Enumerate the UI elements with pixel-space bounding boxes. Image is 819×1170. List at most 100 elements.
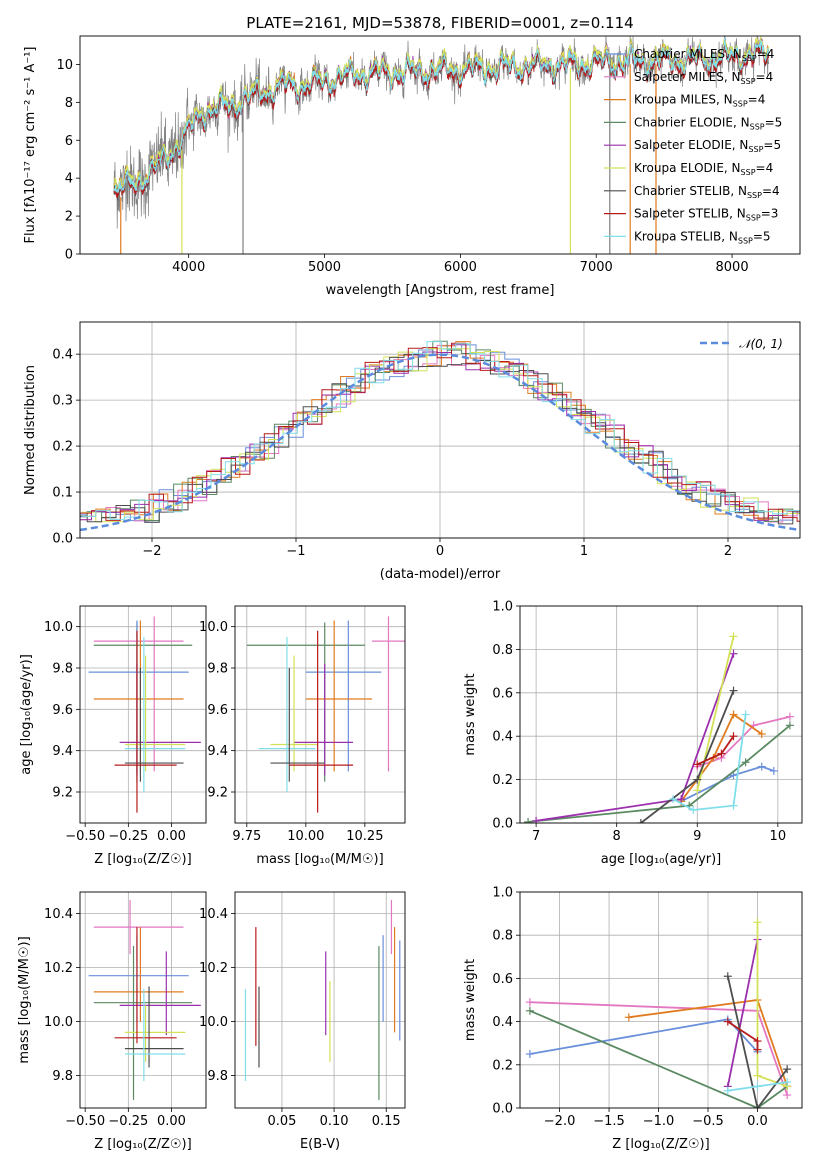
legend-sub: SSP <box>748 145 763 154</box>
x-tick-label: 0.10 <box>320 1114 349 1129</box>
legend-tail: =4 <box>756 161 774 175</box>
weight-marker <box>757 762 766 771</box>
legend-tail: =4 <box>762 184 780 198</box>
y-tick-label: 0.3 <box>52 394 73 409</box>
y-tick-label: 0.4 <box>492 730 513 745</box>
axes-frame <box>519 891 803 1109</box>
x-tick-label: 5000 <box>308 260 341 275</box>
x-tick-label: −0.50 <box>65 829 105 844</box>
weight-marker <box>636 819 645 823</box>
weight-marker <box>729 732 738 741</box>
legend-label: 𝒩(0, 1) <box>739 337 783 351</box>
axes-frame <box>234 605 406 824</box>
x-tick-label: −2.0 <box>544 1114 576 1129</box>
weight-vs-age-plot-area <box>524 632 794 823</box>
weight-marker <box>525 1050 534 1058</box>
legend-tail: =4 <box>748 93 766 107</box>
weight-marker <box>677 795 686 804</box>
legend-label: Kroupa ELODIE, NSSP=4 <box>634 161 773 177</box>
axes-frame <box>234 891 406 1109</box>
chart-title: PLATE=2161, MJD=53878, FIBERID=0001, z=0… <box>246 14 633 32</box>
legend-sub: SSP <box>738 236 753 245</box>
y-tick-label: 0.4 <box>492 1015 513 1030</box>
legend-label: Salpeter MILES, NSSP=4 <box>634 70 773 86</box>
x-axis-label: wavelength [Angstrom, rest frame] <box>326 283 555 298</box>
x-tick-label: −0.5 <box>692 1114 724 1129</box>
x-tick-label: 9.75 <box>232 829 261 844</box>
x-axis-label: mass [log₁₀(M/M☉)] <box>256 852 383 867</box>
legend-sub: SSP <box>733 100 748 109</box>
y-tick-label: 0.2 <box>52 440 73 455</box>
age-vs-mass-plot-area <box>246 616 405 813</box>
residuals-panel: −2 −1 0 1 2 0.0 0.1 0.2 0.3 0.4 (data-model)/error… <box>23 321 801 582</box>
legend-label: Chabrier STELIB, NSSP=4 <box>634 184 780 200</box>
y-tick-label: 0.1 <box>52 486 73 501</box>
axes-frame <box>519 605 803 824</box>
y-tick-label: 10.4 <box>199 907 228 922</box>
x-tick-label: 7 <box>532 829 540 844</box>
weight-marker <box>753 1104 762 1108</box>
weight-line-salpeter-elodie <box>726 939 759 1087</box>
weight-marker <box>729 801 738 810</box>
x-tick-label: 7000 <box>580 260 613 275</box>
x-tick-label: −1.0 <box>643 1114 675 1129</box>
y-tick-label: 10.0 <box>44 620 73 635</box>
x-tick-label: 10.00 <box>287 829 324 844</box>
legend-label: Salpeter ELODIE, NSSP=5 <box>634 138 781 154</box>
legend-tail: =5 <box>765 115 783 129</box>
weight-marker <box>753 1045 762 1054</box>
weight-marker <box>624 1013 633 1022</box>
x-tick-label: −0.50 <box>65 1114 105 1129</box>
histogram-salpeter-stelib <box>80 342 800 522</box>
histogram-chabrier-elodie <box>80 340 800 522</box>
y-tick-label: 0.0 <box>492 817 513 832</box>
axes-frame <box>79 891 207 1109</box>
y-tick-label: 9.6 <box>52 703 73 718</box>
y-tick-label: 0.2 <box>492 773 513 788</box>
weight-vs-Z-plot-area <box>525 918 792 1108</box>
legend-sub: SSP <box>742 54 757 63</box>
x-tick-label: 1 <box>580 544 588 559</box>
y-tick-label: 2 <box>65 210 73 225</box>
x-tick-label: 4000 <box>172 260 205 275</box>
weight-line-chabrier-elodie <box>528 724 791 823</box>
y-tick-label: 9.4 <box>207 744 228 759</box>
mass-vs-Z-plot-area <box>88 900 201 1100</box>
y-tick-label: 9.2 <box>52 786 73 801</box>
model-spectrum-kroupa-stelib <box>113 38 770 193</box>
weight-marker <box>753 1082 762 1091</box>
y-tick-label: 1.0 <box>492 886 513 901</box>
y-tick-label: 0.0 <box>492 1102 513 1117</box>
y-axis-label: Normed distribution <box>23 365 38 495</box>
weight-marker <box>783 1065 792 1074</box>
weight-marker <box>783 1091 792 1100</box>
weight-marker <box>723 972 732 981</box>
weight-marker <box>757 730 766 739</box>
weight-marker <box>753 1037 762 1046</box>
y-axis-label: age [log₁₀(age/yr)] <box>19 654 34 775</box>
weight-marker <box>723 1017 732 1026</box>
weight-marker <box>785 721 794 730</box>
y-tick-label: 9.8 <box>52 662 73 677</box>
y-axis-label: mass [log₁₀(M/M☉)] <box>17 936 32 1063</box>
age-vs-Z-plot-area <box>88 616 201 813</box>
x-tick-label: 0.0 <box>747 1114 768 1129</box>
weight-marker <box>741 758 750 767</box>
normal-curve <box>80 353 798 532</box>
y-tick-label: 0.6 <box>492 972 513 987</box>
weight-marker <box>785 712 794 721</box>
x-tick-label: −2 <box>142 544 161 559</box>
x-axis-label: Z [log₁₀(Z/Z☉)] <box>94 852 191 867</box>
legend-sub: SSP <box>750 122 765 131</box>
mass-vs-ebv-panel: 0.05 0.10 0.15 9.8 10.0 10.2 10.4 E(B-V) <box>199 891 406 1152</box>
y-tick-label: 9.4 <box>52 744 73 759</box>
weight-line-kroupa-stelib <box>672 714 747 811</box>
weight-marker <box>524 817 533 823</box>
weight-marker <box>693 760 702 769</box>
legend-tail: =5 <box>753 229 771 243</box>
x-tick-label: −1.5 <box>593 1114 625 1129</box>
y-axis-label: mass weight <box>463 959 478 1041</box>
legend-label: Kroupa MILES, NSSP=4 <box>634 93 765 109</box>
legend-sub: SSP <box>741 168 756 177</box>
y-tick-label: 9.8 <box>52 1069 73 1084</box>
